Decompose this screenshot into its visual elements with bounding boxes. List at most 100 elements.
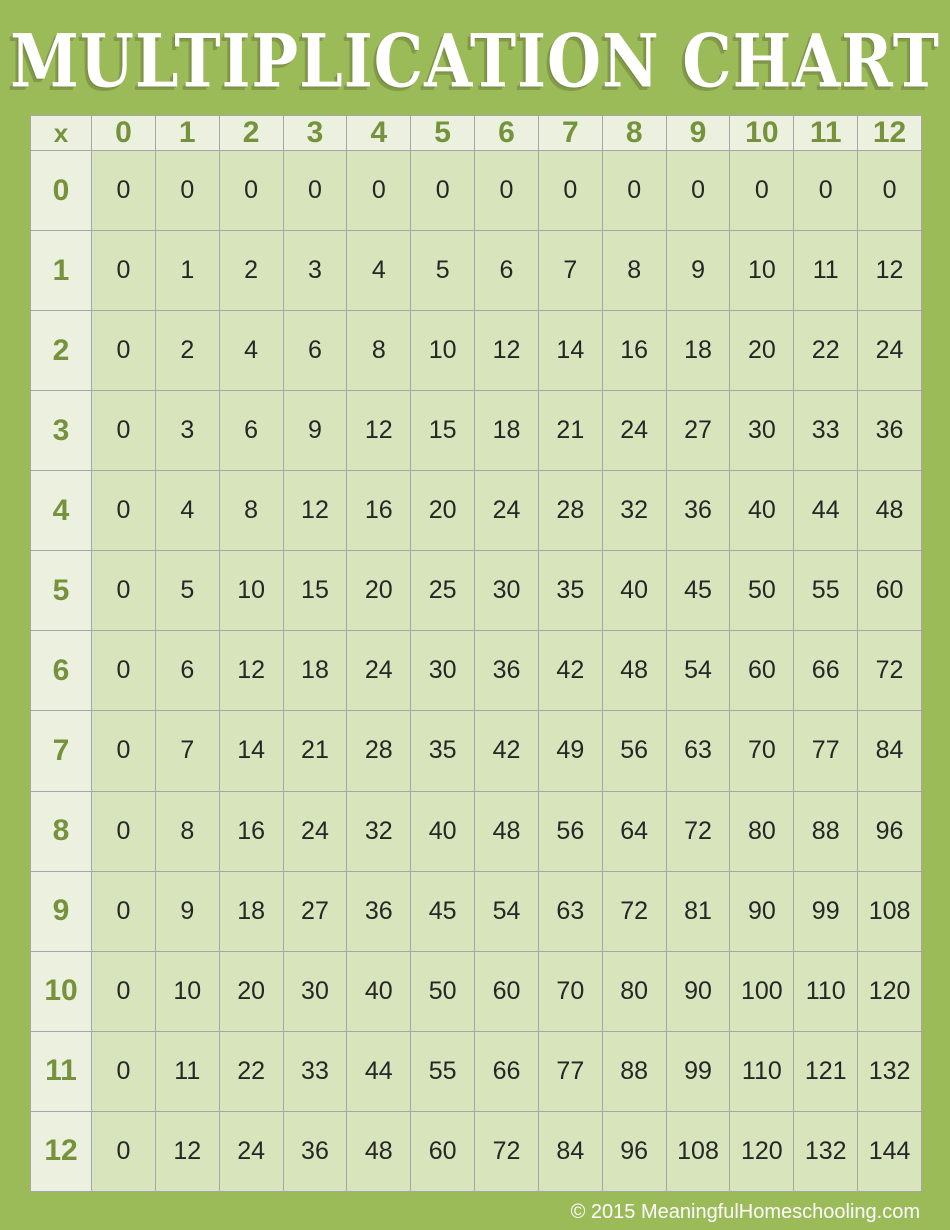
product-cell: 0: [410, 149, 476, 232]
table-header: x 0 1 2 3 4 5 6 7 8 9 10 11 12: [30, 115, 922, 151]
product-cell: 40: [601, 550, 667, 632]
column-header: 0: [91, 115, 156, 151]
column-header: 6: [474, 115, 539, 151]
product-cell: 18: [474, 390, 539, 472]
product-cell: 7: [537, 230, 603, 312]
product-cell: 0: [218, 149, 284, 232]
product-cell: 40: [729, 470, 795, 552]
product-cell: 24: [474, 470, 539, 552]
product-cell: 24: [601, 390, 667, 472]
product-cell: 3: [282, 230, 348, 312]
product-cell: 0: [793, 149, 859, 232]
product-cell: 0: [91, 470, 156, 552]
product-cell: 70: [729, 710, 795, 792]
product-cell: 22: [218, 1030, 284, 1112]
product-cell: 40: [410, 790, 476, 872]
product-cell: 18: [665, 310, 731, 392]
product-cell: 96: [601, 1110, 667, 1193]
product-cell: 4: [218, 310, 284, 392]
product-cell: 70: [537, 950, 603, 1032]
product-cell: 60: [857, 550, 922, 632]
product-cell: 56: [601, 710, 667, 792]
product-cell: 0: [474, 149, 539, 232]
table-row: 10 0 10 20 30 40 50 60 70 80 90 100 110 120: [30, 950, 922, 1032]
product-cell: 20: [410, 470, 476, 552]
product-cell: 0: [537, 149, 603, 232]
product-cell: 45: [410, 870, 476, 952]
table-row: 1 0 1 2 3 4 5 6 7 8 9 10 11 12: [30, 230, 922, 312]
product-cell: 0: [91, 310, 156, 392]
product-cell: 36: [282, 1110, 348, 1193]
product-cell: 35: [410, 710, 476, 792]
product-cell: 20: [218, 950, 284, 1032]
product-cell: 8: [601, 230, 667, 312]
product-cell: 0: [91, 630, 156, 712]
product-cell: 120: [857, 950, 922, 1032]
product-cell: 49: [537, 710, 603, 792]
row-header: 0: [30, 149, 92, 232]
product-cell: 33: [793, 390, 859, 472]
product-cell: 48: [601, 630, 667, 712]
product-cell: 63: [665, 710, 731, 792]
column-header: 3: [282, 115, 348, 151]
product-cell: 0: [601, 149, 667, 232]
product-cell: 36: [346, 870, 412, 952]
product-cell: 21: [537, 390, 603, 472]
table-row: 5 0 5 10 15 20 25 30 35 40 45 50 55 60: [30, 550, 922, 632]
product-cell: 90: [665, 950, 731, 1032]
product-cell: 50: [729, 550, 795, 632]
product-cell: 10: [218, 550, 284, 632]
product-cell: 14: [218, 710, 284, 792]
row-header: 8: [30, 790, 92, 872]
product-cell: 0: [91, 790, 156, 872]
copyright-text: © 2015 MeaningfulHomeschooling.com: [570, 1201, 920, 1223]
product-cell: 24: [282, 790, 348, 872]
product-cell: 96: [857, 790, 922, 872]
product-cell: 6: [154, 630, 220, 712]
product-cell: 15: [410, 390, 476, 472]
table-row: 6 0 6 12 18 24 30 36 42 48 54 60 66 72: [30, 630, 922, 712]
product-cell: 9: [154, 870, 220, 952]
product-cell: 40: [346, 950, 412, 1032]
product-cell: 44: [793, 470, 859, 552]
product-cell: 10: [410, 310, 476, 392]
product-cell: 132: [857, 1030, 922, 1112]
product-cell: 81: [665, 870, 731, 952]
product-cell: 6: [282, 310, 348, 392]
product-cell: 1: [154, 230, 220, 312]
product-cell: 18: [282, 630, 348, 712]
product-cell: 30: [410, 630, 476, 712]
product-cell: 120: [729, 1110, 795, 1193]
column-header: 9: [665, 115, 731, 151]
product-cell: 22: [793, 310, 859, 392]
product-cell: 27: [665, 390, 731, 472]
row-header: 10: [30, 950, 92, 1032]
product-cell: 110: [793, 950, 859, 1032]
product-cell: 28: [346, 710, 412, 792]
product-cell: 110: [729, 1030, 795, 1112]
product-cell: 2: [218, 230, 284, 312]
product-cell: 48: [857, 470, 922, 552]
product-cell: 88: [793, 790, 859, 872]
product-cell: 0: [729, 149, 795, 232]
product-cell: 121: [793, 1030, 859, 1112]
column-header: 4: [346, 115, 412, 151]
column-header: 5: [410, 115, 476, 151]
product-cell: 45: [665, 550, 731, 632]
product-cell: 33: [282, 1030, 348, 1112]
product-cell: 72: [601, 870, 667, 952]
product-cell: 80: [601, 950, 667, 1032]
product-cell: 6: [474, 230, 539, 312]
product-cell: 0: [91, 390, 156, 472]
product-cell: 30: [729, 390, 795, 472]
product-cell: 144: [857, 1110, 922, 1193]
product-cell: 0: [857, 149, 922, 232]
product-cell: 90: [729, 870, 795, 952]
product-cell: 18: [218, 870, 284, 952]
product-cell: 15: [282, 550, 348, 632]
corner-cell: x: [30, 115, 92, 151]
product-cell: 0: [91, 950, 156, 1032]
